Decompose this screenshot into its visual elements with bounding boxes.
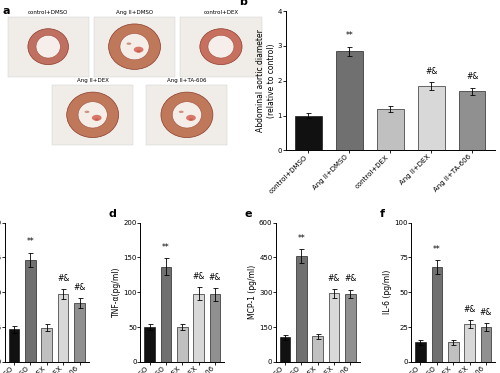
Bar: [58, 294, 68, 362]
Bar: [52, 85, 134, 145]
Bar: [25, 260, 36, 362]
Text: b: b: [240, 0, 248, 7]
Y-axis label: TNF-α(pg/ml): TNF-α(pg/ml): [112, 267, 122, 317]
Text: **: **: [26, 237, 34, 246]
Text: #&: #&: [57, 273, 70, 282]
Bar: [345, 294, 356, 362]
Y-axis label: Abdominal aortic diameter
(relative to control): Abdominal aortic diameter (relative to c…: [256, 29, 276, 132]
Text: **: **: [298, 234, 306, 243]
Text: #&: #&: [74, 282, 86, 292]
Bar: [329, 294, 340, 362]
Text: control+DMSO: control+DMSO: [28, 10, 68, 15]
Ellipse shape: [126, 43, 132, 45]
Bar: [418, 86, 444, 150]
Text: e: e: [244, 209, 252, 219]
Ellipse shape: [108, 24, 160, 69]
Ellipse shape: [120, 34, 149, 60]
Ellipse shape: [136, 50, 140, 53]
Text: #&: #&: [328, 274, 340, 283]
Ellipse shape: [36, 35, 60, 58]
Text: d: d: [108, 209, 116, 219]
Ellipse shape: [84, 111, 89, 113]
Ellipse shape: [186, 115, 196, 121]
Text: #&: #&: [209, 273, 221, 282]
Text: Ang II+DEX: Ang II+DEX: [76, 78, 108, 83]
Text: control+DEX: control+DEX: [204, 10, 238, 15]
Text: Ang II+TA-606: Ang II+TA-606: [167, 78, 206, 83]
Text: #&: #&: [466, 72, 478, 81]
Ellipse shape: [189, 119, 193, 121]
Y-axis label: IL-6 (pg/ml): IL-6 (pg/ml): [384, 270, 392, 314]
Bar: [74, 303, 85, 362]
Bar: [415, 342, 426, 362]
Text: #&: #&: [464, 305, 475, 314]
Bar: [480, 327, 491, 362]
Bar: [377, 109, 404, 150]
Ellipse shape: [28, 29, 68, 65]
Text: **: **: [433, 245, 440, 254]
Ellipse shape: [161, 92, 213, 138]
Y-axis label: MCP-1 (pg/ml): MCP-1 (pg/ml): [248, 265, 257, 319]
Text: #&: #&: [480, 308, 492, 317]
Ellipse shape: [78, 102, 108, 128]
Bar: [194, 294, 204, 362]
Text: #&: #&: [425, 66, 438, 76]
Ellipse shape: [134, 47, 143, 53]
Ellipse shape: [179, 111, 184, 113]
Ellipse shape: [66, 92, 118, 138]
Ellipse shape: [200, 29, 242, 65]
Text: a: a: [2, 6, 10, 16]
Bar: [312, 336, 323, 362]
Bar: [459, 91, 485, 150]
Text: #&: #&: [192, 272, 205, 281]
Bar: [432, 267, 442, 362]
Bar: [280, 338, 290, 362]
Bar: [94, 17, 175, 76]
Bar: [8, 17, 89, 76]
Bar: [336, 51, 362, 150]
Text: **: **: [346, 31, 353, 40]
Bar: [296, 256, 306, 362]
Bar: [177, 327, 188, 362]
Ellipse shape: [208, 35, 234, 58]
Ellipse shape: [94, 119, 99, 121]
Ellipse shape: [92, 115, 102, 121]
Bar: [448, 342, 458, 362]
Text: #&: #&: [344, 275, 356, 283]
Bar: [9, 329, 20, 362]
Bar: [295, 116, 322, 150]
Text: **: **: [162, 243, 170, 252]
Ellipse shape: [172, 102, 202, 128]
Bar: [160, 266, 171, 362]
Bar: [180, 17, 262, 76]
Bar: [144, 327, 155, 362]
Bar: [210, 294, 220, 362]
Bar: [146, 85, 228, 145]
Bar: [464, 324, 475, 362]
Text: Ang II+DMSO: Ang II+DMSO: [116, 10, 153, 15]
Bar: [42, 328, 52, 362]
Text: f: f: [380, 209, 384, 219]
